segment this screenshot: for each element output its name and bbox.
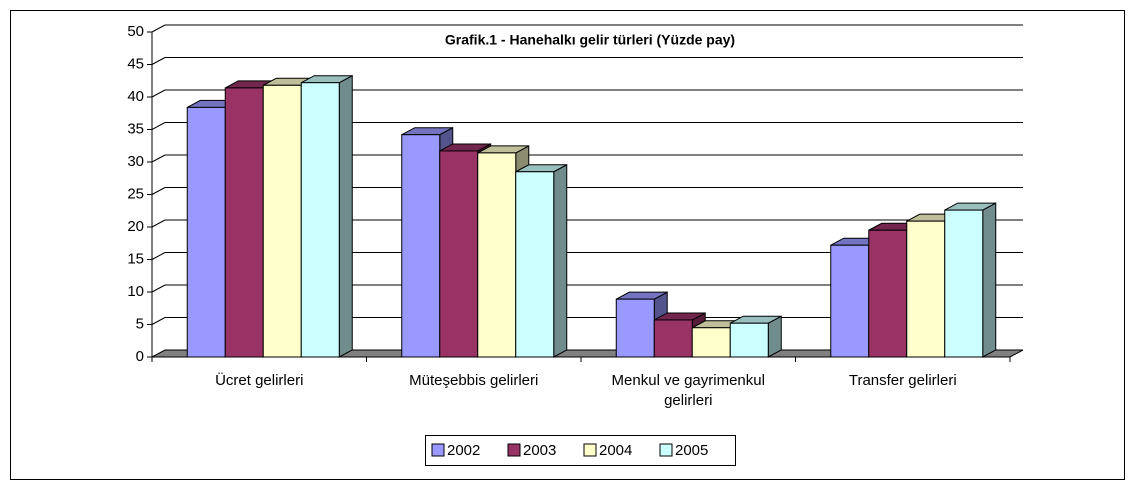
bar bbox=[224, 87, 264, 358]
grid-side bbox=[151, 57, 166, 65]
y-tick-label: 30 bbox=[127, 153, 144, 170]
bar bbox=[615, 298, 655, 358]
legend-label: 2005 bbox=[675, 442, 708, 459]
grid-side bbox=[151, 252, 166, 260]
bar bbox=[729, 322, 769, 358]
grid-side bbox=[151, 219, 166, 228]
y-tick-label: 20 bbox=[127, 218, 144, 235]
legend-label: 2003 bbox=[523, 442, 556, 459]
legend-swatch bbox=[583, 443, 597, 457]
x-tick-label: Ücret gelirleri bbox=[215, 372, 304, 389]
bar bbox=[439, 150, 479, 358]
grid-side bbox=[151, 89, 166, 98]
y-tick-label: 50 bbox=[127, 23, 144, 40]
bar-side bbox=[982, 202, 997, 358]
bar bbox=[401, 134, 441, 358]
grid-side bbox=[151, 154, 166, 163]
legend-label: 2002 bbox=[447, 442, 480, 459]
grid-side bbox=[151, 187, 166, 195]
y-tick-label: 5 bbox=[136, 315, 144, 332]
bar bbox=[944, 209, 984, 358]
x-tick-label: Müteşebbis gelirleri bbox=[409, 372, 539, 389]
grid-side bbox=[151, 317, 166, 325]
chart-title: Grafik.1 - Hanehalkı gelir türleri (Yüzd… bbox=[445, 32, 735, 48]
legend-swatch bbox=[507, 443, 521, 457]
y-tick-label: 15 bbox=[127, 250, 144, 267]
bar bbox=[515, 171, 555, 358]
bar bbox=[868, 229, 908, 358]
grid-side bbox=[151, 24, 166, 33]
grid-side bbox=[151, 122, 166, 130]
y-tick-label: 25 bbox=[127, 185, 144, 202]
bar bbox=[300, 82, 340, 358]
bar-side bbox=[338, 74, 353, 358]
x-tick-label: Transfer gelirleri bbox=[848, 372, 957, 389]
legend bbox=[425, 435, 736, 466]
y-tick-label: 35 bbox=[127, 120, 144, 137]
bar-side bbox=[553, 163, 568, 358]
bar bbox=[653, 319, 693, 358]
bar bbox=[262, 84, 302, 358]
legend-swatch bbox=[431, 443, 445, 457]
bar bbox=[691, 327, 731, 358]
bar bbox=[477, 152, 517, 358]
y-tick-label: 40 bbox=[127, 88, 144, 105]
y-tick-label: 45 bbox=[127, 55, 144, 72]
bar bbox=[186, 106, 226, 358]
bar bbox=[906, 220, 946, 358]
legend-label: 2004 bbox=[599, 442, 632, 459]
x-tick-label: Menkul ve gayrimenkul gelirleri bbox=[611, 372, 765, 409]
bar bbox=[830, 244, 870, 358]
y-tick-label: 0 bbox=[136, 348, 144, 365]
grid-side bbox=[151, 284, 166, 293]
y-tick-label: 10 bbox=[127, 283, 144, 300]
legend-swatch bbox=[659, 443, 673, 457]
